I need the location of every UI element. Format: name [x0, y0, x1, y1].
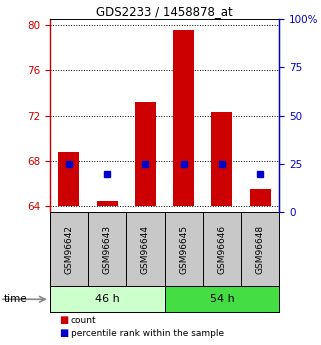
Bar [250, 189, 271, 207]
Text: 46 h: 46 h [95, 294, 119, 304]
Bar [164, 286, 279, 312]
Bar [135, 102, 156, 207]
Text: GSM96646: GSM96646 [217, 225, 226, 274]
Bar [50, 286, 164, 312]
Text: ■: ■ [59, 328, 69, 338]
Text: GSM96648: GSM96648 [256, 225, 265, 274]
Bar [173, 30, 194, 207]
Bar [211, 112, 232, 207]
Text: ■: ■ [59, 315, 69, 325]
Text: percentile rank within the sample: percentile rank within the sample [71, 329, 224, 338]
Title: GDS2233 / 1458878_at: GDS2233 / 1458878_at [96, 5, 233, 18]
Text: count: count [71, 316, 96, 325]
Text: time: time [3, 294, 27, 304]
Text: GSM96642: GSM96642 [65, 225, 74, 274]
Bar [58, 152, 79, 207]
Text: GSM96643: GSM96643 [103, 225, 112, 274]
Text: GSM96644: GSM96644 [141, 225, 150, 274]
Text: 54 h: 54 h [210, 294, 234, 304]
Text: GSM96645: GSM96645 [179, 225, 188, 274]
Bar [97, 201, 118, 207]
